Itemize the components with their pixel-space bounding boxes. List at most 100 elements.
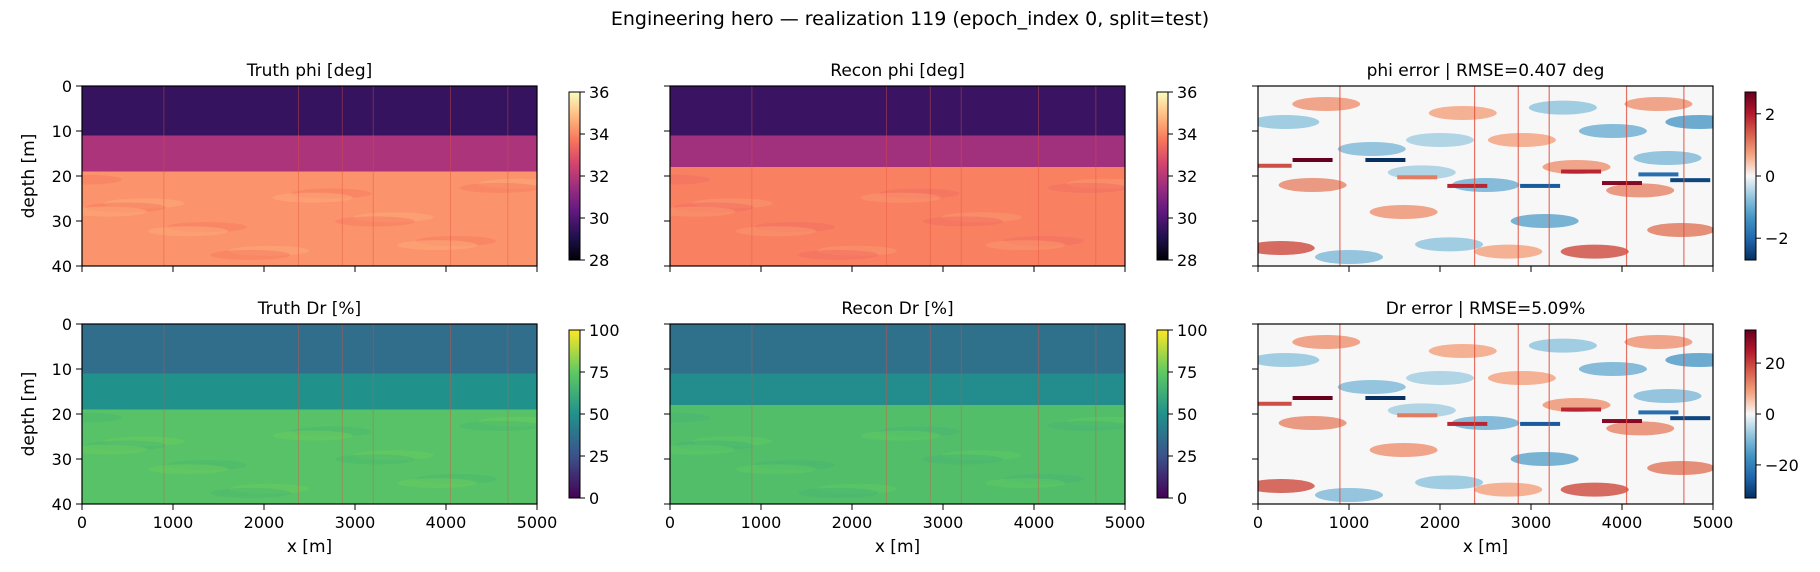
x-tick-label: 2000 — [244, 513, 285, 532]
heatmap-field — [670, 324, 1125, 504]
texture-streak — [82, 412, 122, 423]
residual-blob — [1474, 244, 1543, 259]
y-tick-label: 40 — [52, 257, 72, 276]
x-tick-label: 4000 — [1602, 513, 1643, 532]
residual-blob — [1487, 133, 1556, 147]
interface-residual — [1397, 175, 1438, 180]
interface-residual — [1561, 169, 1602, 174]
interface-residual — [1397, 413, 1438, 418]
colorbar-tick-label: 25 — [1177, 447, 1197, 466]
x-axis-label: x [m] — [1463, 537, 1508, 557]
texture-streak — [670, 444, 736, 455]
residual-blob — [1633, 151, 1702, 165]
layer-2 — [670, 405, 1125, 504]
colorbar-tick-label: 28 — [589, 251, 609, 270]
heatmap-field — [82, 86, 537, 266]
texture-streak — [397, 478, 478, 489]
y-tick-label: 10 — [52, 122, 72, 141]
residual-blob — [1415, 237, 1484, 252]
y-tick-label: 10 — [52, 360, 72, 379]
texture-streak — [82, 206, 148, 217]
x-tick-label: 3000 — [923, 513, 964, 532]
residual-blob — [1624, 97, 1693, 111]
interface-residual — [1602, 419, 1642, 424]
panel-title: Truth phi [deg] — [246, 61, 373, 81]
x-tick-label: 4000 — [1014, 513, 1055, 532]
texture-streak — [736, 464, 817, 475]
interface-residual — [1447, 421, 1488, 426]
residual-blob — [1406, 371, 1474, 385]
texture-streak — [860, 430, 941, 441]
colorbar-tick-label: 30 — [589, 209, 609, 228]
colorbar-tick-label: 28 — [1177, 251, 1197, 270]
x-tick-label: 1000 — [1329, 513, 1370, 532]
residual-blob — [1606, 183, 1675, 198]
x-tick-label: 0 — [665, 513, 675, 532]
texture-streak — [397, 240, 478, 251]
layer-0 — [670, 324, 1125, 374]
residual-blob — [1369, 205, 1438, 219]
residual-blob — [1315, 250, 1383, 264]
texture-streak — [798, 487, 879, 498]
colorbar — [1156, 329, 1169, 499]
heatmap-field — [82, 324, 537, 504]
colorbar-tick-label: 100 — [589, 321, 620, 340]
panel-dr_error: Dr error | RMSE=5.09% 0 1000 2000 3000 4000 50… — [1252, 299, 1799, 557]
y-tick-label: 0 — [62, 77, 72, 96]
x-tick-label: 5000 — [517, 513, 558, 532]
y-axis-label: depth [m] — [19, 134, 39, 219]
y-tick-label: 30 — [52, 450, 72, 469]
colorbar — [568, 329, 581, 499]
residual-blob — [1665, 353, 1713, 367]
panel-recon_phi: Recon phi [deg] 28 30 32 34 36 — [664, 61, 1197, 272]
colorbar-tick-label: 20 — [1765, 354, 1785, 373]
interface-residual — [1520, 421, 1561, 426]
layer-1 — [82, 373, 537, 410]
texture-streak — [272, 192, 353, 203]
texture-streak — [82, 444, 148, 455]
residual-blob — [1510, 452, 1579, 466]
interface-residual — [1520, 183, 1561, 188]
x-tick-label: 2000 — [832, 513, 873, 532]
interface-residual — [1365, 396, 1406, 400]
texture-streak — [459, 420, 537, 431]
residual-blob — [1647, 223, 1713, 237]
residual-blob — [1292, 335, 1361, 349]
residual-blob — [1292, 97, 1361, 111]
interface-residual — [1670, 178, 1711, 183]
colorbar-tick-label: 50 — [1177, 405, 1197, 424]
texture-streak — [798, 249, 879, 260]
figure-title: Engineering hero — realization 119 (epoc… — [610, 8, 1210, 30]
colorbar-tick-label: 30 — [1177, 209, 1197, 228]
panel-phi_error: phi error | RMSE=0.407 deg −2 0 2 — [1252, 61, 1789, 272]
texture-streak — [923, 216, 1004, 227]
x-tick-label: 1000 — [741, 513, 782, 532]
residual-blob — [1633, 389, 1702, 403]
x-tick-label: 3000 — [335, 513, 376, 532]
x-tick-label: 5000 — [1105, 513, 1146, 532]
colorbar-tick-label: 32 — [1177, 167, 1197, 186]
y-tick-label: 40 — [52, 495, 72, 514]
residual-blob — [1578, 124, 1647, 138]
colorbar-tick-label: 0 — [589, 489, 599, 508]
panel-truth_dr: Truth Dr [%]0 1000 2000 3000 4000 50000102030… — [19, 299, 620, 557]
layer-0 — [82, 324, 537, 374]
residual-blob — [1337, 142, 1406, 156]
texture-streak — [272, 430, 353, 441]
x-tick-label: 2000 — [1420, 513, 1461, 532]
panel-recon_dr: Recon Dr [%] 0 1000 2000 3000 4000 5000 x [m] 0 2… — [664, 299, 1208, 557]
texture-streak — [985, 478, 1066, 489]
colorbar-tick-label: 2 — [1765, 105, 1775, 124]
x-tick-label: 0 — [77, 513, 87, 532]
texture-streak — [670, 412, 710, 423]
y-tick-label: 0 — [62, 315, 72, 334]
texture-streak — [736, 226, 817, 237]
texture-streak — [1047, 182, 1125, 193]
x-tick-label: 0 — [1253, 513, 1263, 532]
interface-residual — [1670, 416, 1711, 421]
layer-2 — [670, 167, 1125, 266]
x-tick-label: 3000 — [1511, 513, 1552, 532]
heatmap-field — [670, 86, 1125, 266]
panel-title: phi error | RMSE=0.407 deg — [1367, 61, 1605, 81]
